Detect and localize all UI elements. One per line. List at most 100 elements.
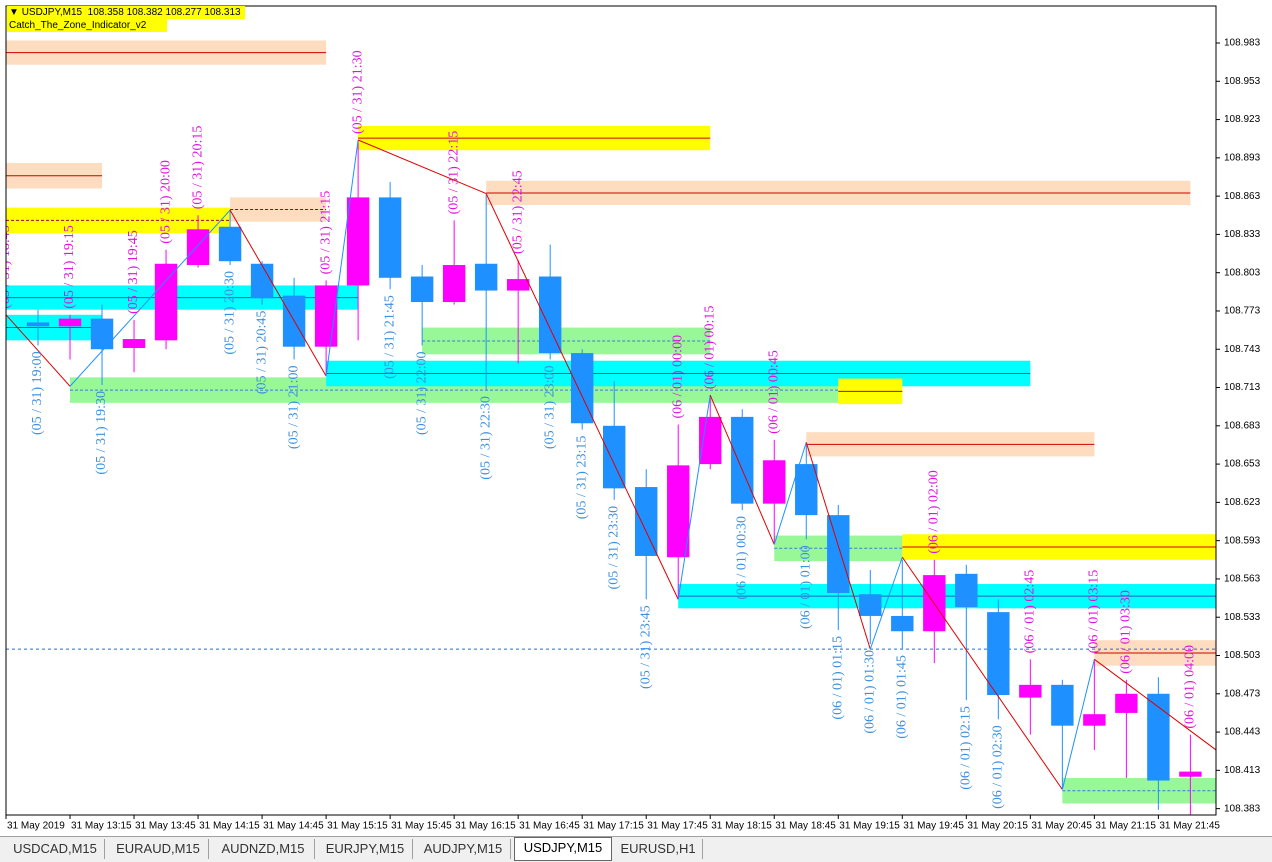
- symbol-tab[interactable]: EURUSD,H1: [614, 839, 703, 859]
- zigzag-segment: [229, 209, 327, 377]
- x-tick-label: 31 May 14:45: [263, 821, 324, 832]
- zigzag-segment: [677, 395, 711, 600]
- symbol-tab[interactable]: USDCAD,M15: [6, 839, 105, 859]
- candle-body: [218, 226, 242, 262]
- x-tick-label: 31 May 21:45: [1159, 821, 1220, 832]
- zigzag-segment: [1094, 658, 1216, 751]
- low-time-label: (06 / 01) 02:30: [991, 725, 1006, 809]
- high-time-label: (06 / 01) 03:30: [1119, 590, 1134, 674]
- x-tick-label: 31 May 18:45: [775, 821, 836, 832]
- low-time-label: (05 / 31) 20:30: [222, 271, 237, 355]
- x-tick-label: 31 May 20:45: [1031, 821, 1092, 832]
- symbol-tab[interactable]: EURJPY,M15: [318, 839, 413, 859]
- low-time-label: (06 / 01) 01:45: [895, 655, 910, 739]
- high-time-label: (05 / 31) 22:15: [446, 131, 461, 215]
- candle-body: [1083, 714, 1106, 726]
- y-tick-label: 108.563: [1224, 574, 1261, 585]
- x-tick-label: 31 May 21:15: [1095, 821, 1156, 832]
- chart: (05 / 31) 19:00 (05 / 31) 19:30 (05 / 31) …: [0, 5, 1261, 832]
- low-time-label: (06 / 01) 01:00: [798, 545, 813, 629]
- quote: 108.358 108.382 108.277 108.313: [87, 7, 241, 18]
- x-tick-label: 31 May 15:15: [327, 821, 388, 832]
- high-time-label: (05 / 31) 21:30: [350, 50, 365, 134]
- high-time-label: (06 / 01) 02:00: [927, 470, 942, 554]
- y-tick-label: 108.953: [1224, 76, 1261, 87]
- zigzag-segment: [357, 139, 487, 195]
- candle-body: [635, 487, 658, 556]
- candle-body: [570, 353, 594, 424]
- high-time-label: (06 / 01) 03:15: [1087, 570, 1102, 654]
- candle-body: [346, 197, 370, 286]
- low-time-label: (05 / 31) 23:15: [574, 436, 589, 520]
- y-tick-label: 108.653: [1224, 459, 1261, 470]
- candle-body: [891, 615, 914, 632]
- y-tick-label: 108.803: [1224, 267, 1261, 278]
- symbol-tab[interactable]: AUDNZD,M15: [212, 839, 315, 859]
- y-tick-label: 108.623: [1224, 497, 1261, 508]
- symbol-tab[interactable]: EURAUD,M15: [108, 839, 209, 859]
- chart-header: ▼ USDJPY,M15 108.358 108.382 108.277 108…: [7, 6, 245, 32]
- zigzag-segment: [805, 442, 871, 650]
- candle-body: [122, 339, 146, 348]
- y-tick-label: 108.443: [1224, 727, 1261, 738]
- y-tick-label: 108.503: [1224, 650, 1261, 661]
- x-tick-label: 31 May 16:45: [519, 821, 580, 832]
- high-time-label: (06 / 01) 00:15: [702, 306, 717, 390]
- x-tick-label: 31 May 2019: [7, 821, 65, 832]
- y-tick-label: 108.743: [1224, 344, 1261, 355]
- high-time-label: (06 / 01) 02:45: [1023, 570, 1038, 654]
- symbol: USDJPY,M15: [21, 7, 83, 18]
- zone: [422, 327, 711, 355]
- y-tick-label: 108.383: [1224, 803, 1261, 814]
- candle-body: [250, 263, 274, 299]
- zigzag-segment: [869, 557, 903, 650]
- symbol-tab[interactable]: AUDJPY,M15: [416, 839, 511, 859]
- candle-body: [186, 229, 210, 266]
- candle-body: [667, 465, 690, 558]
- x-tick-label: 31 May 13:15: [71, 821, 132, 832]
- high-time-label: (05 / 31) 22:45: [510, 170, 525, 254]
- y-tick-label: 108.923: [1224, 114, 1261, 125]
- high-time-label: (06 / 01) 00:45: [766, 350, 781, 434]
- candle-body: [955, 573, 978, 608]
- plot-frame: [5, 5, 1217, 816]
- candle-body: [378, 197, 402, 278]
- x-tick-label: 31 May 17:15: [583, 821, 644, 832]
- candle-body: [1115, 693, 1138, 713]
- low-time-label: (06 / 01) 02:15: [959, 706, 974, 790]
- x-tick-label: 31 May 19:45: [903, 821, 964, 832]
- tab-bar: USDCAD,M15 EURAUD,M15 AUDNZD,M15 EURJPY,M15…: [0, 836, 1272, 862]
- y-tick-label: 108.413: [1224, 765, 1261, 776]
- low-time-label: (06 / 01) 01:15: [830, 636, 845, 720]
- zigzag-segment: [901, 556, 1063, 790]
- zigzag-segment: [325, 139, 359, 377]
- x-tick-label: 31 May 13:45: [135, 821, 196, 832]
- candle-body: [602, 425, 626, 489]
- candle-body: [1147, 693, 1170, 781]
- low-time-label: (05 / 31) 22:30: [478, 396, 493, 480]
- symbol-line: ▼ USDJPY,M15 108.358 108.382 108.277 108…: [7, 6, 245, 19]
- zigzag-segment: [485, 193, 679, 600]
- candle-body: [1051, 684, 1074, 726]
- candle-body: [474, 263, 498, 291]
- high-time-label: (06 / 01) 00:00: [670, 335, 685, 419]
- symbol-tab[interactable]: USDJPY,M15: [514, 837, 612, 861]
- x-tick-label: 31 May 17:45: [647, 821, 708, 832]
- zigzag-segment: [1061, 659, 1095, 790]
- candle-body: [763, 460, 786, 504]
- high-time-label: (05 / 31) 21:15: [318, 191, 333, 275]
- low-time-label: (05 / 31) 19:30: [94, 391, 109, 475]
- y-tick-label: 108.893: [1224, 152, 1261, 163]
- y-tick-label: 108.683: [1224, 420, 1261, 431]
- candle-body: [987, 612, 1010, 696]
- high-time-label: (05 / 31) 20:00: [158, 160, 173, 244]
- x-tick-label: 31 May 19:15: [839, 821, 900, 832]
- candle-body: [1019, 684, 1042, 698]
- high-time-label: (05 / 31) 18:45: [0, 225, 13, 309]
- zigzag-segment: [69, 209, 231, 387]
- y-tick-label: 108.533: [1224, 612, 1261, 623]
- candle-body: [506, 279, 530, 291]
- low-time-label: (05 / 31) 23:00: [542, 365, 557, 449]
- low-time-label: (05 / 31) 21:45: [382, 295, 397, 379]
